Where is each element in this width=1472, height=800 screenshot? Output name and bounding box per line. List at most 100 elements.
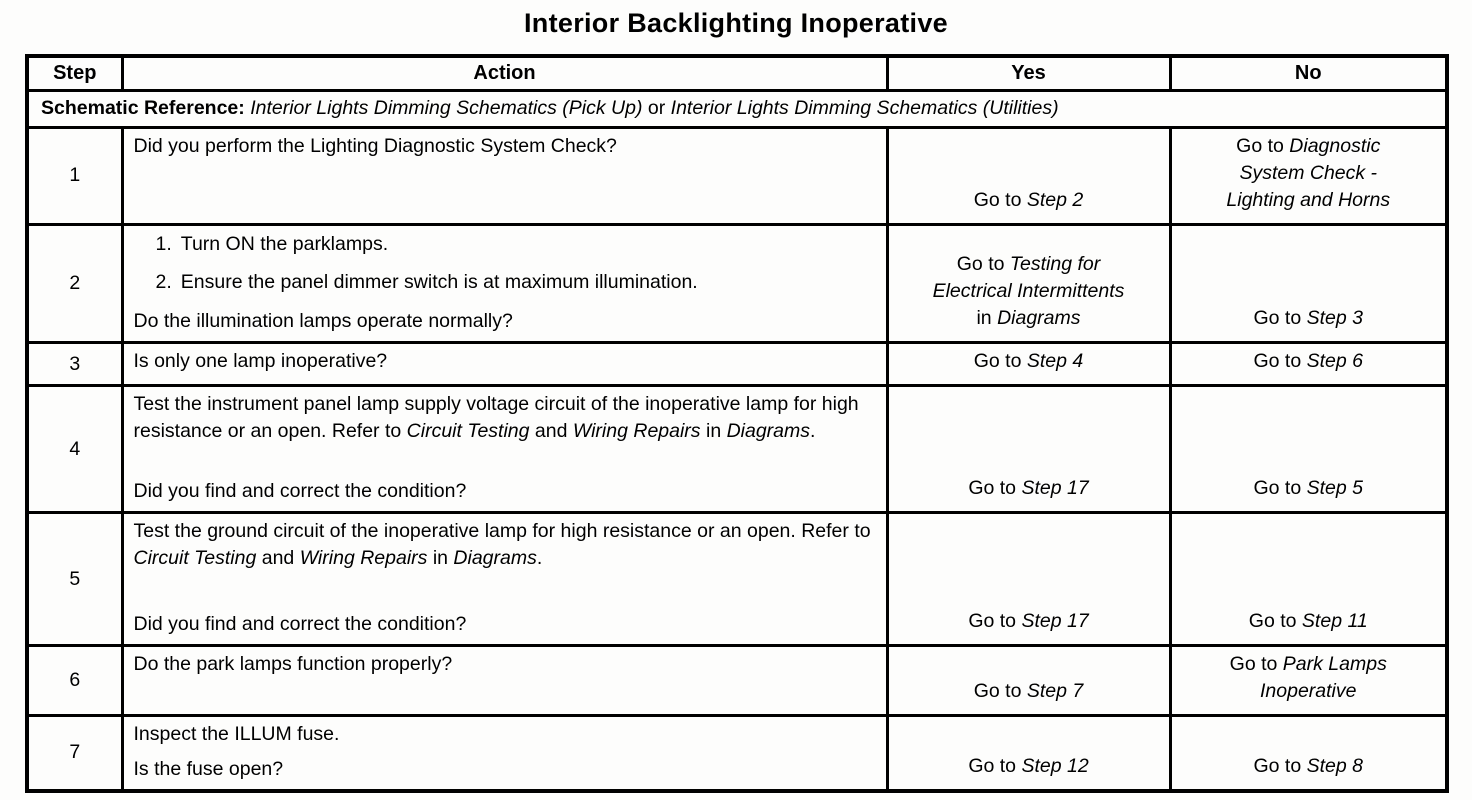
action-cell: Test the instrument panel lamp supply vo… (120, 384, 889, 514)
action-numbered-list: 1. Turn ON the parklamps. 2. Ensure the pan… (134, 230, 872, 309)
text-segment: Schematic Reference: (41, 97, 251, 119)
no-cell: Go to Step 8 (1168, 713, 1449, 793)
yes-cell: Go to Step 7 (885, 644, 1172, 717)
table-row: 4 Test the instrument panel lamp supply v… (25, 384, 1449, 514)
text-segment: in (976, 307, 998, 330)
yes-goto-reference: Go to Step 2 (974, 187, 1084, 214)
action-cell: Do the park lamps function properly? (120, 644, 889, 717)
table-row: 5 Test the ground circuit of the inoperat… (25, 511, 1449, 647)
italic-reference-text: Step 11 (1301, 610, 1368, 633)
text-segment: Did you find and correct the condition? (133, 480, 467, 503)
action-cell: Did you perform the Lighting Diagnostic … (120, 125, 889, 226)
action-paragraph: Do the illumination lamps operate normal… (134, 308, 872, 335)
italic-reference-text: Step 8 (1306, 754, 1363, 777)
no-cell: Go to Park Lamps Inoperative (1168, 644, 1449, 717)
text-segment: . (536, 546, 543, 569)
action-paragraph: Test the ground circuit of the inoperati… (134, 518, 872, 572)
header-step: Step (25, 54, 124, 92)
text-segment: Is the fuse open? (133, 757, 284, 780)
text-segment: Did you perform the Lighting Diagnostic … (133, 134, 617, 157)
step-cell: 3 (25, 341, 124, 387)
text-segment: Go to (1248, 610, 1302, 633)
step-cell: 1 (25, 125, 124, 226)
no-goto-reference: Go to Step 8 (1253, 753, 1363, 780)
list-number: 1. (155, 232, 172, 255)
action-paragraph: Do the park lamps function properly? (134, 651, 872, 678)
italic-reference-text: Diagrams (997, 307, 1081, 330)
text-segment: and (256, 546, 300, 569)
text-segment: Go to (1236, 134, 1290, 157)
action-cell: Is only one lamp inoperative? (120, 341, 889, 387)
italic-reference-text: Circuit Testing (133, 546, 257, 569)
yes-goto-reference: Go to Step 12 (968, 753, 1088, 780)
text-segment: in (427, 546, 454, 569)
yes-cell: Go to Step 4 (885, 341, 1172, 387)
action-cell: 1. Turn ON the parklamps. 2. Ensure the pan… (120, 222, 889, 345)
text-segment: Go to (1253, 477, 1307, 500)
header-action: Action (120, 54, 889, 92)
text-segment: Go to (956, 253, 1010, 276)
italic-reference-text: Park Lamps Inoperative (1260, 653, 1387, 702)
action-paragraph: Inspect the ILLUM fuse. (134, 721, 872, 748)
italic-reference-text: Diagrams (453, 546, 537, 569)
yes-cell: Go to Testing for Electrical Intermitten… (885, 222, 1172, 345)
text-segment: Go to (968, 610, 1022, 633)
text-segment: Go to (1253, 754, 1307, 777)
table-row: 3 Is only one lamp inoperative? Go to Step… (25, 341, 1449, 387)
step-cell: 7 (25, 713, 124, 793)
text-segment: Did you find and correct the condition? (133, 613, 467, 636)
no-cell: Go to Diagnostic System Check - Lighting… (1168, 125, 1449, 226)
italic-reference-text: Step 17 (1021, 477, 1089, 500)
text-segment: in (700, 419, 727, 442)
text-segment: Go to (968, 477, 1022, 500)
text-segment: Do the illumination lamps operate normal… (133, 310, 513, 333)
text-segment: Go to (973, 679, 1027, 702)
action-paragraph: Is the fuse open? (134, 756, 872, 783)
italic-reference-text: Testing for Electrical Intermittents (932, 253, 1125, 303)
step-cell: 5 (25, 511, 124, 647)
step-cell: 6 (25, 644, 124, 717)
text-segment: Go to (973, 188, 1027, 211)
text-segment: Go to (1253, 307, 1307, 330)
italic-reference-text: Diagnostic System Check - Lighting and H… (1226, 134, 1391, 211)
italic-reference-text: Step 12 (1021, 754, 1089, 777)
action-cell: Test the ground circuit of the inoperati… (120, 511, 889, 647)
action-paragraph: Did you perform the Lighting Diagnostic … (134, 133, 872, 160)
no-goto-reference: Go to Park Lamps Inoperative (1205, 651, 1411, 705)
schematic-reference-row: Schematic Reference: Interior Lights Dim… (25, 88, 1449, 129)
text-segment: Go to (973, 350, 1027, 373)
italic-reference-text: Step 7 (1026, 679, 1084, 702)
yes-goto-reference: Go to Step 17 (968, 475, 1088, 502)
no-cell: Go to Step 5 (1168, 384, 1449, 514)
action-paragraph: Did you find and correct the condition? (134, 478, 872, 505)
text-segment: Inspect the ILLUM fuse. (133, 722, 340, 745)
yes-goto-reference: Go to Step 17 (968, 608, 1088, 635)
italic-reference-text: Wiring Repairs (572, 419, 701, 442)
list-number: 2. (155, 270, 172, 293)
page-title: Interior Backlighting Inoperative (524, 8, 948, 38)
text-segment: Go to (968, 754, 1022, 777)
table-row: 6 Do the park lamps function properly? Go … (25, 644, 1449, 717)
no-goto-reference: Go to Step 6 (1253, 348, 1363, 375)
no-cell: Go to Step 3 (1168, 222, 1449, 345)
italic-reference-text: Diagrams (726, 419, 811, 442)
no-goto-reference: Go to Diagnostic System Check - Lighting… (1220, 133, 1396, 214)
table-body: Schematic Reference: Interior Lights Dim… (25, 88, 1449, 793)
yes-cell: Go to Step 12 (885, 713, 1172, 793)
italic-reference-text: Circuit Testing (406, 419, 530, 442)
text-segment: Do the park lamps function properly? (133, 653, 453, 675)
no-goto-reference: Go to Step 11 (1249, 608, 1368, 635)
text-segment: Go to (1253, 350, 1307, 373)
step-cell: 4 (25, 384, 124, 514)
yes-cell: Go to Step 17 (885, 511, 1172, 647)
text-segment: and (529, 419, 573, 442)
table-row: 7 Inspect the ILLUM fuse. Is the fuse open… (25, 713, 1449, 793)
table-row: 2 1. Turn ON the parklamps. 2. Ensure the pa… (25, 222, 1449, 345)
list-item: 2. Ensure the panel dimmer switch is at m… (156, 270, 872, 295)
diagnostic-table: Step Action Yes No Schematic Reference: … (25, 54, 1449, 793)
text-segment: . (810, 419, 816, 442)
italic-reference-text: Step 2 (1026, 188, 1084, 211)
yes-goto-reference: Go to Step 4 (974, 348, 1084, 375)
yes-cell: Go to Step 17 (885, 384, 1172, 514)
